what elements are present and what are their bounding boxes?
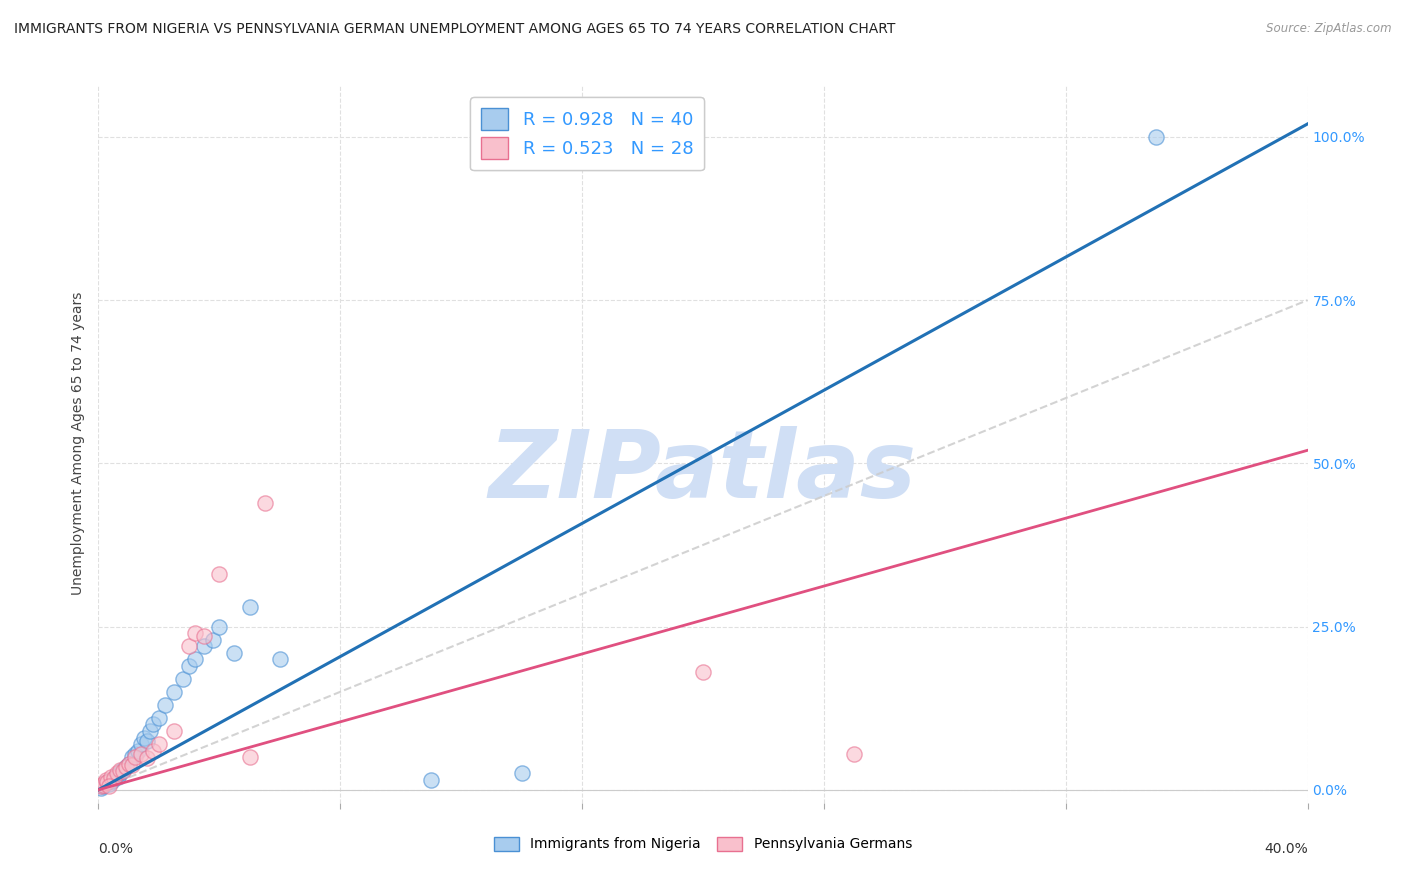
Point: [129, 747, 152, 761]
Point: [269, 652, 291, 666]
Point: [105, 768, 128, 782]
Point: [98, 780, 121, 794]
Text: IMMIGRANTS FROM NIGERIA VS PENNSYLVANIA GERMAN UNEMPLOYMENT AMONG AGES 65 TO 74 : IMMIGRANTS FROM NIGERIA VS PENNSYLVANIA …: [14, 22, 896, 37]
Point: [239, 750, 262, 764]
Point: [253, 495, 276, 509]
Point: [153, 698, 176, 712]
Point: [94, 772, 117, 787]
Y-axis label: Unemployment Among Ages 65 to 74 years: Unemployment Among Ages 65 to 74 years: [72, 292, 86, 596]
Point: [132, 731, 155, 745]
Point: [129, 737, 152, 751]
Text: 0.0%: 0.0%: [98, 842, 134, 856]
Legend: R = 0.928   N = 40, R = 0.523   N = 28: R = 0.928 N = 40, R = 0.523 N = 28: [470, 97, 704, 170]
Point: [163, 685, 186, 699]
Point: [93, 778, 115, 792]
Point: [139, 724, 162, 739]
Point: [239, 599, 262, 614]
Point: [91, 778, 114, 792]
Point: [1146, 130, 1168, 145]
Point: [114, 760, 136, 774]
Point: [114, 760, 136, 774]
Point: [98, 777, 121, 791]
Point: [111, 764, 134, 779]
Point: [124, 747, 146, 761]
Point: [184, 652, 207, 666]
Point: [104, 770, 127, 784]
Point: [121, 750, 143, 764]
Point: [96, 775, 118, 789]
Point: [184, 626, 207, 640]
Point: [148, 737, 170, 751]
Point: [202, 632, 225, 647]
Point: [193, 639, 215, 653]
Point: [124, 750, 146, 764]
Point: [121, 758, 143, 772]
Point: [110, 764, 132, 779]
Point: [142, 743, 165, 757]
Point: [111, 763, 134, 777]
Point: [148, 711, 170, 725]
Point: [103, 771, 125, 785]
Point: [91, 780, 114, 794]
Point: [103, 771, 125, 785]
Point: [127, 743, 149, 757]
Point: [100, 772, 122, 787]
Point: [193, 629, 215, 643]
Point: [208, 567, 231, 582]
Point: [692, 665, 714, 680]
Point: [96, 775, 118, 789]
Point: [224, 646, 246, 660]
Point: [108, 763, 131, 777]
Point: [94, 776, 117, 790]
Point: [135, 733, 157, 747]
Point: [100, 770, 122, 784]
Point: [172, 672, 194, 686]
Point: [844, 747, 866, 761]
Point: [118, 756, 141, 771]
Point: [90, 780, 112, 795]
Point: [105, 766, 128, 780]
Point: [107, 770, 129, 784]
Point: [179, 639, 201, 653]
Point: [108, 766, 131, 780]
Point: [142, 717, 165, 731]
Point: [101, 774, 124, 789]
Text: 40.0%: 40.0%: [1264, 842, 1308, 856]
Point: [208, 619, 231, 633]
Point: [118, 756, 141, 771]
Point: [163, 724, 186, 739]
Point: [135, 751, 157, 765]
Point: [510, 766, 533, 780]
Point: [93, 776, 115, 790]
Text: ZIPatlas: ZIPatlas: [489, 426, 917, 518]
Point: [420, 772, 443, 787]
Point: [179, 658, 201, 673]
Point: [90, 780, 112, 794]
Text: Source: ZipAtlas.com: Source: ZipAtlas.com: [1267, 22, 1392, 36]
